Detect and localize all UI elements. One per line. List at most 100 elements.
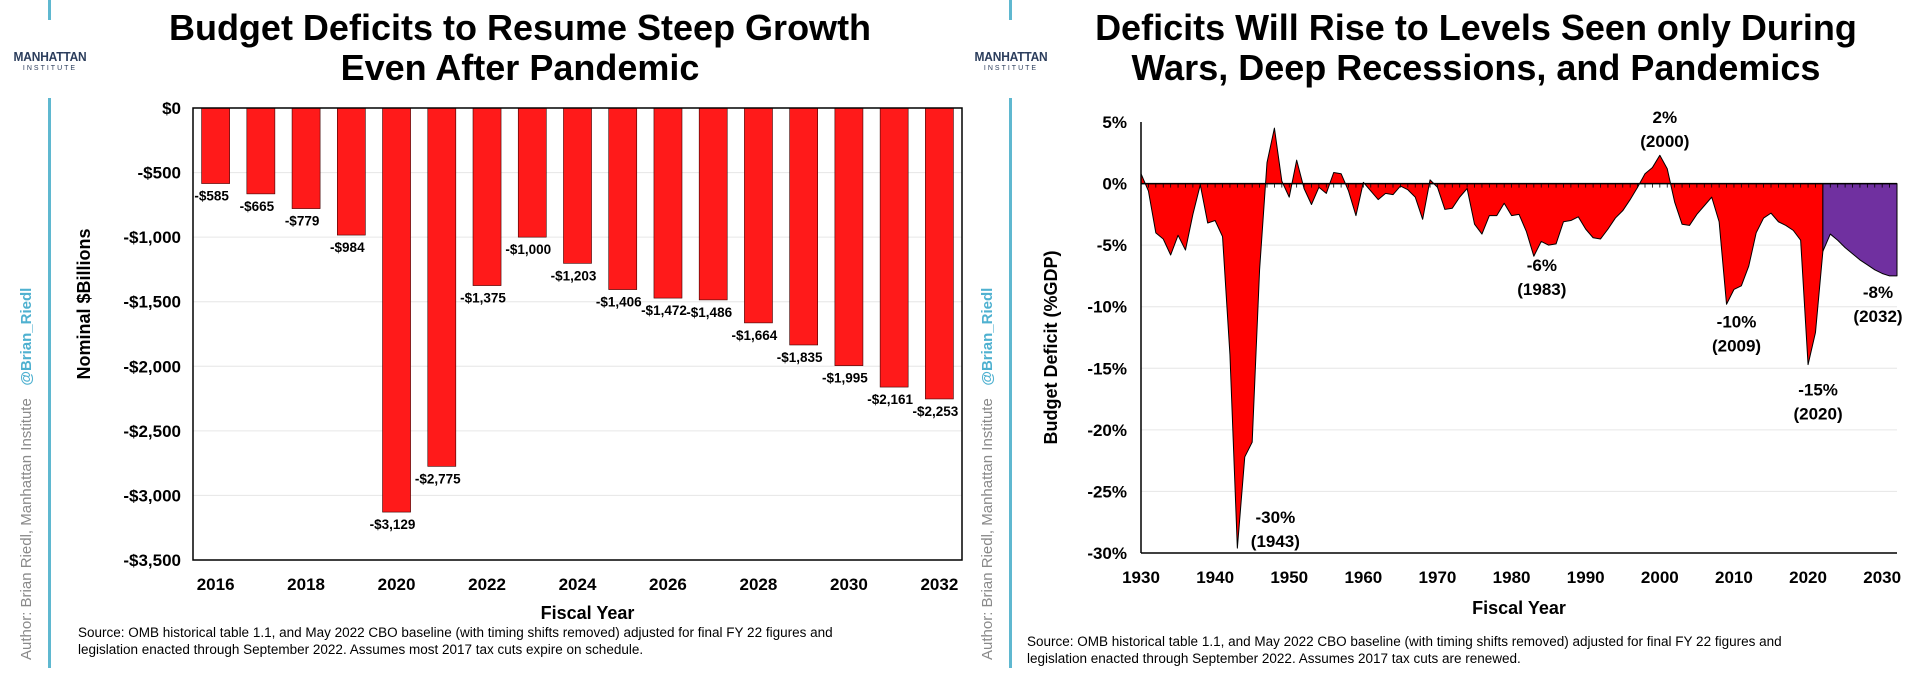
- y-tick-label: -$2,500: [123, 422, 181, 441]
- data-label: -$984: [330, 240, 365, 255]
- bar: [879, 107, 909, 388]
- data-label: -$1,000: [505, 242, 551, 257]
- data-label: -$1,472: [641, 303, 687, 318]
- bar: [834, 107, 864, 366]
- annotation-value: -15%: [1798, 381, 1838, 400]
- data-label: -$1,835: [777, 350, 823, 365]
- y-axis-title: Budget Deficit (%GDP): [1041, 250, 1061, 444]
- x-tick-label: 1930: [1122, 568, 1160, 587]
- data-label: -$2,161: [867, 392, 913, 407]
- x-tick-label: 2032: [920, 575, 958, 594]
- y-tick-label: -$500: [138, 164, 181, 183]
- y-tick-label: $0: [162, 99, 181, 118]
- bar-chart: $0 -$500 -$1,000 -$1,500 -$2,000 -$2,500 -$3,0…: [74, 99, 963, 623]
- data-label: -$2,253: [912, 404, 958, 419]
- historical-area: [1140, 127, 1824, 549]
- data-label: -$1,375: [460, 291, 506, 306]
- right-chart-panel: MANHATTAN INSTITUTE Author: Brian Riedl,…: [975, 0, 1920, 687]
- accent-divider-top: [48, 0, 51, 20]
- x-tick-label: 1980: [1493, 568, 1531, 587]
- data-label: -$1,406: [596, 295, 642, 310]
- annotation-year: (2009): [1712, 336, 1761, 355]
- annotation-year: (1983): [1517, 280, 1566, 299]
- source-note: Source: OMB historical table 1.1, and Ma…: [78, 625, 833, 657]
- x-axis-title: Fiscal Year: [541, 603, 635, 623]
- data-label: -$1,995: [822, 371, 868, 386]
- y-tick-label: -$3,500: [123, 551, 181, 570]
- chart-title: Budget Deficits to Resume Steep Growth E…: [168, 7, 872, 88]
- manhattan-institute-logo: MANHATTAN INSTITUTE: [13, 49, 87, 72]
- y-tick-label: 0%: [1102, 175, 1127, 194]
- x-tick-label: 1950: [1270, 568, 1308, 587]
- x-axis-title: Fiscal Year: [1472, 598, 1566, 618]
- x-tick-label: 1960: [1344, 568, 1382, 587]
- bar: [698, 107, 728, 301]
- bar: [427, 107, 457, 467]
- x-tick-label: 2030: [1863, 568, 1901, 587]
- data-label: -$779: [285, 214, 320, 229]
- y-tick-label: -$1,500: [123, 293, 181, 312]
- accent-divider-top: [1009, 0, 1012, 20]
- data-label: -$1,203: [551, 268, 597, 283]
- annotation-value: 2%: [1653, 108, 1678, 127]
- x-tick-label: 1970: [1419, 568, 1457, 587]
- x-tick-label: 2016: [197, 575, 235, 594]
- x-tick-label: 2018: [287, 575, 325, 594]
- annotation-year: (2032): [1853, 307, 1902, 326]
- y-tick-label: -20%: [1087, 421, 1127, 440]
- plot-frame: [192, 107, 963, 561]
- y-tick-label: -10%: [1087, 298, 1127, 317]
- bar: [925, 107, 954, 400]
- bar: [291, 107, 321, 209]
- left-chart-panel: MANHATTAN INSTITUTE Author: Brian Riedl,…: [13, 0, 963, 668]
- source-note: Source: OMB historical table 1.1, and Ma…: [1027, 634, 1782, 666]
- y-tick-label: -5%: [1097, 236, 1127, 255]
- bar: [653, 107, 683, 299]
- accent-divider: [1009, 98, 1012, 668]
- annotation-year: (2020): [1793, 405, 1842, 424]
- y-tick-label: -30%: [1087, 544, 1127, 563]
- data-label: -$665: [240, 199, 275, 214]
- annotation-year: (1943): [1251, 532, 1300, 551]
- area-chart: 5% 0% -5% -10% -15% -20% -25% -30% 1930 1940 1950 1…: [1041, 108, 1903, 618]
- bar: [246, 107, 276, 195]
- data-label: -$1,664: [732, 328, 778, 343]
- x-tick-label: 1940: [1196, 568, 1234, 587]
- x-tick-label: 2028: [740, 575, 778, 594]
- chart-title: Deficits Will Rise to Levels Seen only D…: [1095, 7, 1857, 88]
- data-label: -$3,129: [370, 517, 416, 532]
- x-tick-label: 2010: [1715, 568, 1753, 587]
- bar: [563, 107, 592, 264]
- projected-area: [1822, 183, 1898, 277]
- bar: [201, 107, 230, 184]
- data-label: -$1,486: [686, 305, 732, 320]
- y-tick-label: -$2,000: [123, 357, 181, 376]
- bar: [608, 107, 638, 290]
- x-tick-label: 2020: [1789, 568, 1827, 587]
- bar: [517, 107, 547, 238]
- x-tick-label: 2000: [1641, 568, 1679, 587]
- annotation-value: -6%: [1527, 256, 1557, 275]
- x-tick-label: 1990: [1567, 568, 1605, 587]
- accent-divider: [48, 98, 51, 668]
- x-tick-label: 2020: [378, 575, 416, 594]
- bar: [472, 107, 502, 286]
- manhattan-institute-logo: MANHATTAN INSTITUTE: [974, 49, 1048, 72]
- data-label: -$2,775: [415, 471, 461, 486]
- annotation-year: (2000): [1640, 132, 1689, 151]
- annotation-value: -30%: [1256, 508, 1296, 527]
- bar: [382, 107, 411, 513]
- annotation-value: -8%: [1863, 283, 1893, 302]
- x-tick-label: 2024: [559, 575, 597, 594]
- x-tick-label: 2022: [468, 575, 506, 594]
- annotation-value: -10%: [1717, 312, 1757, 331]
- y-tick-label: 5%: [1102, 113, 1127, 132]
- y-tick-label: -25%: [1087, 482, 1127, 501]
- y-tick-label: -15%: [1087, 359, 1127, 378]
- bar: [337, 107, 366, 236]
- y-axis-title: Nominal $Billions: [74, 228, 94, 379]
- bar: [744, 107, 773, 324]
- data-label: -$585: [194, 189, 229, 204]
- x-tick-label: 2030: [830, 575, 868, 594]
- bar: [789, 107, 818, 346]
